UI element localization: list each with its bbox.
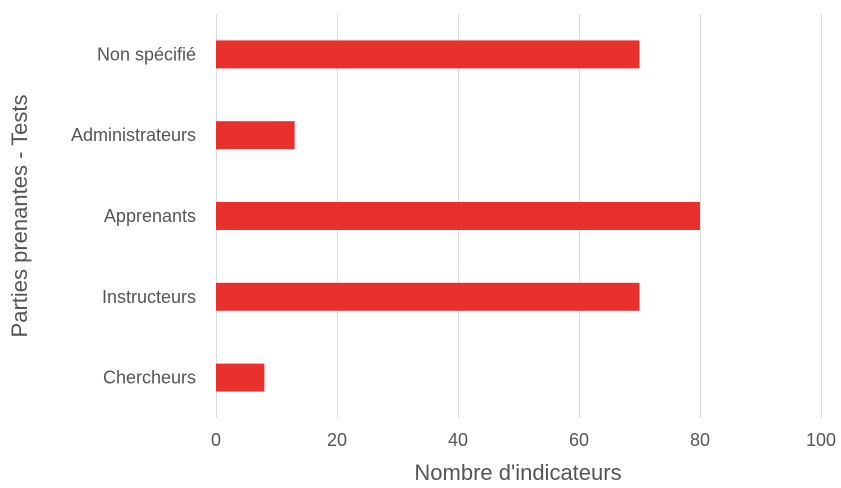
- bars: [216, 40, 700, 392]
- y-axis-title: Parties prenantes - Tests: [7, 95, 32, 338]
- bar-1: [216, 40, 640, 69]
- y-tick-label: Chercheurs: [103, 368, 196, 388]
- x-tick-label: 80: [690, 430, 710, 450]
- x-tick-labels: 0 20 40 60 80 100: [211, 430, 836, 450]
- x-tick-label: 40: [448, 430, 468, 450]
- y-tick-labels: Non spécifié Administrateurs Apprenants Ins…: [71, 44, 196, 387]
- bar-2: [216, 121, 295, 150]
- x-tick-label: 60: [569, 430, 589, 450]
- x-tick-label: 0: [211, 430, 221, 450]
- y-tick-label: Administrateurs: [71, 125, 196, 145]
- y-tick-label: Apprenants: [104, 206, 196, 226]
- x-tick-label: 100: [806, 430, 836, 450]
- bar-3: [216, 202, 700, 230]
- x-axis-title: Nombre d'indicateurs: [414, 460, 621, 485]
- bar-5: [216, 363, 265, 392]
- y-tick-label: Non spécifié: [97, 44, 196, 64]
- x-tick-label: 20: [327, 430, 347, 450]
- y-tick-label: Instructeurs: [102, 287, 196, 307]
- bar-4: [216, 282, 640, 311]
